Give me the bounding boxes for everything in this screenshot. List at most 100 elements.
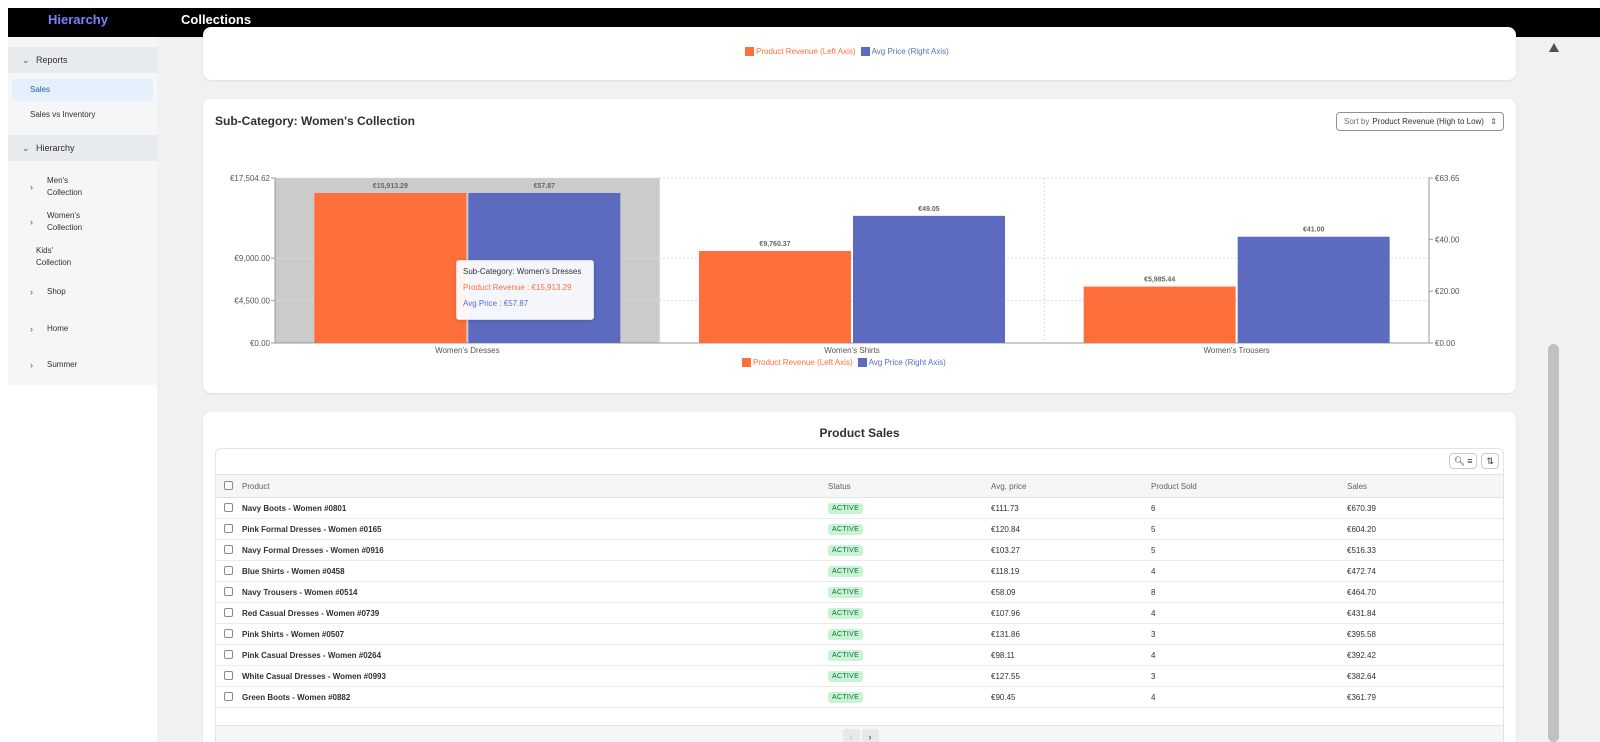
column-header-product[interactable]: Product	[242, 481, 270, 491]
bar-data-label: €49.05	[918, 206, 940, 213]
row-checkbox[interactable]	[224, 566, 233, 575]
legend-item-avg-price[interactable]: Avg Price (Right Axis)	[857, 358, 946, 367]
column-header-sales[interactable]: Sales	[1347, 481, 1368, 491]
product-sold-cell: 4	[1151, 692, 1156, 702]
status-cell: ACTIVE	[828, 561, 864, 581]
avg-price-bar[interactable]	[1237, 236, 1390, 343]
chevron-right-icon: ›	[30, 217, 33, 227]
chart-title: Sub-Category: Women's Collection	[215, 114, 415, 128]
search-filter-button[interactable]: 🔍︎ ≡	[1448, 453, 1478, 469]
row-checkbox[interactable]	[224, 503, 233, 512]
table-row[interactable]: Pink Shirts - Women #0507 ACTIVE €131.86 3 €…	[216, 624, 1503, 645]
status-badge: ACTIVE	[828, 502, 864, 514]
hierarchy-item[interactable]: ›Kids'Collection	[8, 245, 157, 269]
hierarchy-item[interactable]: › Home	[8, 317, 157, 341]
hierarchy-item[interactable]: › Shop	[8, 280, 157, 304]
status-badge: ACTIVE	[828, 523, 864, 535]
avg-price-cell: €58.09	[991, 587, 1016, 597]
hierarchy-item[interactable]: › Men's Collection	[8, 175, 157, 199]
section-title: Product Sales	[819, 426, 900, 440]
row-checkbox[interactable]	[224, 692, 233, 701]
table-row[interactable]: Navy Boots - Women #0801 ACTIVE €111.73 6 €6…	[216, 498, 1503, 519]
row-checkbox[interactable]	[224, 650, 233, 659]
legend-label: Product Revenue (Left Axis)	[756, 47, 856, 56]
hierarchy-item[interactable]: › Summer	[8, 353, 157, 377]
legend-item-avg-price[interactable]: Avg Price (Right Axis)	[860, 47, 949, 56]
sort-icon: ⇅	[1486, 455, 1494, 466]
revenue-bar[interactable]	[1083, 286, 1236, 343]
status-badge: ACTIVE	[828, 670, 864, 682]
chevron-down-icon: ⌄	[22, 54, 30, 65]
sort-select[interactable]: Sort by Product Revenue (High to Low) ⇕	[1336, 112, 1504, 131]
right-axis-tick-label: €0.00	[1435, 339, 1456, 348]
table-row[interactable]: Blue Shirts - Women #0458 ACTIVE €118.19 4 €…	[216, 561, 1503, 582]
revenue-bar[interactable]	[314, 193, 467, 343]
hierarchy-tree: › Men's Collection › Women's Collection › Kids'…	[8, 175, 157, 377]
x-axis-tick-label: Women's Shirts	[824, 346, 880, 355]
sales-cell: €395.58	[1347, 629, 1376, 639]
row-checkbox[interactable]	[224, 629, 233, 638]
table-body: Navy Boots - Women #0801 ACTIVE €111.73 6 €6…	[216, 498, 1503, 708]
legend-item-revenue[interactable]: Product Revenue (Left Axis)	[745, 47, 856, 56]
sales-cell: €516.33	[1347, 545, 1376, 555]
scrollbar-thumb[interactable]	[1548, 344, 1559, 742]
x-axis-tick-label: Women's Trousers	[1204, 346, 1270, 355]
table-row[interactable]: Red Casual Dresses - Women #0739 ACTIVE €1…	[216, 603, 1503, 624]
bar-data-label: €5,985.44	[1144, 277, 1175, 284]
table-row[interactable]: Pink Formal Dresses - Women #0165 ACTIVE €…	[216, 519, 1503, 540]
hierarchy-item[interactable]: › Women's Collection	[8, 210, 157, 234]
app-frame: Hierarchy Collections ⌄ Reports Sales Sa…	[8, 8, 1600, 742]
label-line: Collection	[36, 258, 72, 267]
row-checkbox[interactable]	[224, 545, 233, 554]
product-name-cell: Pink Formal Dresses - Women #0165	[242, 524, 382, 534]
product-sold-cell: 6	[1151, 503, 1156, 513]
label-line: Home	[47, 324, 69, 333]
bar-chart[interactable]: €0.00 €4,500.00 €9,000.00 €17,504.62 €0.00 €2…	[203, 99, 1516, 393]
avg-price-cell: €90.45	[991, 692, 1016, 702]
pagination: ‹ ›	[216, 725, 1503, 742]
filter-icon: ≡	[1467, 456, 1473, 466]
column-header-status[interactable]: Status	[828, 481, 851, 491]
hierarchy-item-label: Shop	[47, 286, 66, 298]
table-row[interactable]: Navy Formal Dresses - Women #0916 ACTIVE €…	[216, 540, 1503, 561]
table-row[interactable]: White Casual Dresses - Women #0993 ACTIVE…	[216, 666, 1503, 687]
row-checkbox[interactable]	[224, 524, 233, 533]
row-checkbox[interactable]	[224, 671, 233, 680]
sidebar: ⌄ Reports Sales Sales vs Inventory ⌄ Hie…	[8, 37, 157, 742]
product-name-cell: Navy Boots - Women #0801	[242, 503, 347, 513]
table-row[interactable]: Pink Casual Dresses - Women #0264 ACTIVE €…	[216, 645, 1503, 666]
right-axis-tick-label: €40.00	[1435, 235, 1460, 244]
app-brand[interactable]: Hierarchy	[48, 12, 108, 27]
avg-price-cell: €120.84	[991, 524, 1020, 534]
column-header-product-sold[interactable]: Product Sold	[1151, 481, 1197, 491]
legend-swatch	[742, 358, 751, 367]
sort-label: Sort by	[1344, 117, 1370, 126]
row-checkbox[interactable]	[224, 587, 233, 596]
status-cell: ACTIVE	[828, 498, 864, 518]
product-name-cell: Red Casual Dresses - Women #0739	[242, 608, 380, 618]
legend-item-revenue[interactable]: Product Revenue (Left Axis)	[742, 358, 853, 367]
sidebar-section-hierarchy[interactable]: ⌄ Hierarchy	[8, 135, 157, 161]
chevron-right-icon: ›	[30, 324, 33, 334]
table-row[interactable]: Navy Trousers - Women #0514 ACTIVE €58.09 8…	[216, 582, 1503, 603]
sidebar-item-sales-vs-inventory[interactable]: Sales vs Inventory	[30, 110, 96, 119]
table-row[interactable]: Green Boots - Women #0882 ACTIVE €90.45 4 €3…	[216, 687, 1503, 708]
revenue-bar[interactable]	[699, 250, 851, 343]
sort-button[interactable]: ⇅	[1481, 453, 1499, 469]
vertical-scrollbar[interactable]	[1546, 37, 1562, 742]
scroll-up-arrow-icon[interactable]	[1549, 43, 1559, 52]
select-arrows-icon: ⇕	[1490, 117, 1497, 126]
product-name-cell: Blue Shirts - Women #0458	[242, 566, 345, 576]
sidebar-section-reports[interactable]: ⌄ Reports	[8, 47, 157, 73]
prev-page-button[interactable]: ‹	[842, 729, 860, 742]
subcategory-chart-card: Sub-Category: Women's Collection Sort by…	[203, 99, 1516, 393]
column-header-avg-price[interactable]: Avg. price	[991, 481, 1027, 491]
row-checkbox[interactable]	[224, 608, 233, 617]
next-page-button[interactable]: ›	[861, 729, 879, 742]
sidebar-item-sales[interactable]: Sales	[12, 79, 153, 101]
status-badge: ACTIVE	[828, 628, 864, 640]
table-header: Product Status Avg. price Product Sold S…	[216, 474, 1503, 498]
bar-data-label: €41.00	[1303, 227, 1325, 234]
select-all-checkbox[interactable]	[224, 481, 233, 490]
avg-price-bar[interactable]	[853, 215, 1005, 343]
